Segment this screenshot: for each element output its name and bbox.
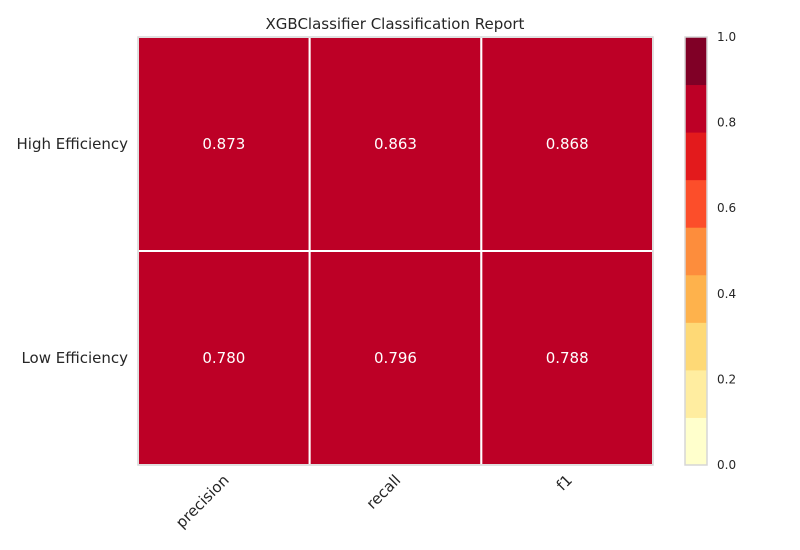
cell-value-label: 0.873 — [202, 135, 245, 153]
cell-value-label: 0.796 — [374, 349, 417, 367]
colorbar-tick-label: 1.0 — [717, 30, 736, 44]
colorbar-tick-label: 0.2 — [717, 372, 736, 386]
cell-value-label: 0.863 — [374, 135, 417, 153]
y-axis-labels: High Efficiency Low Efficiency — [17, 135, 129, 367]
heatmap-cell — [137, 250, 311, 466]
x-tick-label: recall — [363, 471, 405, 513]
x-axis-labels: precision recall f1 — [172, 471, 576, 532]
colorbar-bin — [685, 369, 707, 418]
x-tick-label: precision — [172, 471, 233, 532]
colorbar-bin — [685, 322, 707, 371]
y-tick-label: Low Efficiency — [21, 349, 128, 367]
heatmap-cell — [308, 36, 483, 252]
colorbar-bin — [685, 132, 707, 181]
colorbar-frame — [684, 36, 708, 466]
heatmap-grid: 0.873 0.863 0.868 0.780 0.796 0.788 — [137, 36, 655, 466]
colorbar-bin — [685, 227, 707, 276]
heatmap-cell — [137, 36, 311, 252]
colorbar-bin — [685, 37, 707, 86]
colorbar-tick-label: 0.0 — [717, 458, 736, 472]
colorbar-tick-label: 0.8 — [717, 116, 736, 130]
heatmap-cell — [480, 250, 655, 466]
colorbar-bin — [685, 274, 707, 323]
heatmap-cell — [308, 250, 483, 466]
plot-frame — [137, 36, 654, 466]
cell-value-label: 0.868 — [546, 135, 589, 153]
x-tick-label: f1 — [553, 471, 576, 494]
colorbar: 0.0 0.2 0.4 0.6 0.8 1.0 — [684, 30, 736, 472]
y-tick-label: High Efficiency — [17, 135, 129, 153]
colorbar-tick-label: 0.6 — [717, 201, 736, 215]
colorbar-tick-label: 0.4 — [717, 287, 736, 301]
colorbar-bin — [685, 179, 707, 228]
cell-value-label: 0.788 — [546, 349, 589, 367]
cell-value-label: 0.780 — [202, 349, 245, 367]
colorbar-bin — [685, 84, 707, 133]
colorbar-bin — [685, 417, 707, 466]
chart-title: XGBClassifier Classification Report — [266, 15, 525, 33]
